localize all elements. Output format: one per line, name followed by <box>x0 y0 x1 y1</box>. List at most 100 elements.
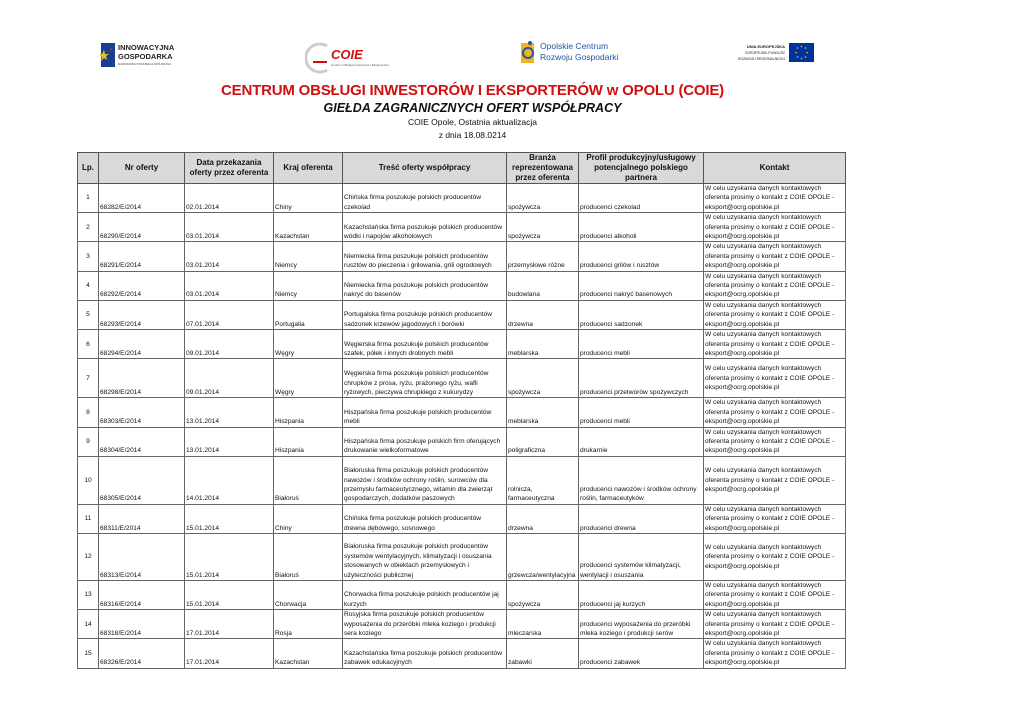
cell-branza: drzewna <box>506 299 579 331</box>
cell-kontakt: W celu uzyskania danych kontaktowych ofe… <box>703 270 846 301</box>
logo-text: INNOWACYJNA <box>118 43 175 52</box>
cell-branza: zabawki <box>506 638 579 669</box>
column-header-profil: Profil produkcyjny/usługowy potencjalneg… <box>578 152 704 184</box>
logo-text: UNIA EUROPEJSKA <box>746 44 786 49</box>
cell-nr: 68292/E/2014 <box>98 270 185 301</box>
column-header-kraj: Kraj oferenta <box>273 152 343 184</box>
star-flag-icon <box>99 43 115 67</box>
cell-nr: 68298/E/2014 <box>98 358 185 399</box>
cell-nr: 68313/E/2014 <box>98 532 185 581</box>
cell-nr: 68293/E/2014 <box>98 299 185 331</box>
cell-tresc: Węgierska firma poszukuje polskich produ… <box>342 329 507 360</box>
cell-kraj: Węgry <box>273 329 343 360</box>
cell-kontakt: W celu uzyskania danych kontaktowych ofe… <box>703 426 846 457</box>
cell-kontakt: W celu uzyskania danych kontaktowych ofe… <box>703 329 846 360</box>
cell-nr: 68318/E/2014 <box>98 609 185 640</box>
table-row: 2 68290/E/2014 03.01.2014 Kazachstan Kazachs… <box>77 212 846 243</box>
cell-lp: 5 <box>77 299 99 331</box>
cell-nr: 68282/E/2014 <box>98 182 185 214</box>
cell-branza: meblarska <box>506 397 579 428</box>
cell-branza: rolnicza, farmaceutyczna <box>506 455 579 505</box>
innowacyjna-gospodarka-logo: INNOWACYJNA GOSPODARKA NARODOWA STRATEGI… <box>95 43 174 67</box>
cell-lp: 10 <box>77 455 99 505</box>
cell-profil: producenci mebli <box>578 329 704 360</box>
cell-data: 03.01.2014 <box>184 212 274 243</box>
logo-text: Centrum Obsługi Inwestorów i Eksporterów <box>331 62 389 67</box>
ocrg-logo: Opolskie Centrum Rozwoju Gospodarki <box>520 40 618 64</box>
swirl-icon <box>521 41 534 63</box>
cell-data: 13.01.2014 <box>184 426 274 457</box>
cell-kontakt: W celu uzyskania danych kontaktowych ofe… <box>703 358 846 399</box>
cell-tresc: Chorwacka firma poszukuje polskich produ… <box>342 579 507 611</box>
cell-tresc: Hiszpańska firma poszukuje polskich firm… <box>342 426 507 457</box>
cell-profil: producenci alkoholi <box>578 212 704 243</box>
cell-kraj: Kazachstan <box>273 212 343 243</box>
eu-flag-icon <box>789 43 815 62</box>
cell-kontakt: W celu uzyskania danych kontaktowych ofe… <box>703 241 846 272</box>
table-header-row: Lp. Nr oferty Data przekazania oferty prze… <box>77 152 846 184</box>
cell-profil: producenci czekolad <box>578 182 704 214</box>
cell-nr: 68303/E/2014 <box>98 397 185 428</box>
column-header-tresc: Treść oferty współpracy <box>342 152 507 184</box>
cell-profil: producenci wyposażenia do przeróbki mlek… <box>578 609 704 640</box>
cell-branza: meblarska <box>506 329 579 360</box>
cell-tresc: Kazachstańska firma poszukuje polskich p… <box>342 638 507 669</box>
table-row: 1 68282/E/2014 02.01.2014 Chiny Chińska firm… <box>77 182 846 214</box>
cell-tresc: Niemiecka firma poszukuje polskich produ… <box>342 270 507 301</box>
cell-kontakt: W celu uzyskania danych kontaktowych ofe… <box>703 397 846 428</box>
cell-kraj: Hiszpania <box>273 426 343 457</box>
cell-lp: 8 <box>77 397 99 428</box>
cell-profil: producenci jaj kurzych <box>578 579 704 611</box>
cell-lp: 4 <box>77 270 99 301</box>
cell-lp: 7 <box>77 358 99 399</box>
cell-lp: 14 <box>77 609 99 640</box>
cell-profil: producenci mebli <box>578 397 704 428</box>
cell-branza: spożywcza <box>506 182 579 214</box>
cell-kontakt: W celu uzyskania danych kontaktowych ofe… <box>703 212 846 243</box>
cell-lp: 9 <box>77 426 99 457</box>
cell-tresc: Niemiecka firma poszukuje polskich produ… <box>342 241 507 272</box>
cell-profil: producenci systemów klimatyzacji, wentyl… <box>578 532 704 581</box>
cell-branza: przemysłowe różne <box>506 241 579 272</box>
cell-data: 15.01.2014 <box>184 503 274 534</box>
table-row: 5 68293/E/2014 07.01.2014 Portugalia Portuga… <box>77 299 846 331</box>
cell-tresc: Kazachstańska firma poszukuje polskich p… <box>342 212 507 243</box>
cell-data: 13.01.2014 <box>184 397 274 428</box>
cell-nr: 68316/E/2014 <box>98 579 185 611</box>
logo-text: ROZWOJU REGIONALNEGO <box>738 57 786 61</box>
cell-branza: spożywcza <box>506 579 579 611</box>
cell-profil: producenci zabawek <box>578 638 704 669</box>
cell-kraj: Chiny <box>273 503 343 534</box>
table-row: 11 68311/E/2014 15.01.2014 Chiny Chińska fir… <box>77 503 846 534</box>
cell-kraj: Chorwacja <box>273 579 343 611</box>
cell-tresc: Chińska firma poszukuje polskich produce… <box>342 182 507 214</box>
cell-nr: 68305/E/2014 <box>98 455 185 505</box>
cell-branza: poligraficzna <box>506 426 579 457</box>
table-row: 9 68304/E/2014 13.01.2014 Hiszpania Hiszpańs… <box>77 426 846 457</box>
cell-kontakt: W celu uzyskania danych kontaktowych ofe… <box>703 638 846 669</box>
update-info: COIE Opole, Ostatnia aktualizacja <box>408 117 537 127</box>
cell-branza: spożywcza <box>506 358 579 399</box>
logo-text: GOSPODARKA <box>118 52 173 61</box>
cell-data: 03.01.2014 <box>184 241 274 272</box>
table-row: 14 68318/E/2014 17.01.2014 Rosja Rosyjska fi… <box>77 609 846 640</box>
cell-data: 15.01.2014 <box>184 532 274 581</box>
cell-kontakt: W celu uzyskania danych kontaktowych ofe… <box>703 299 846 331</box>
table-row: 7 68298/E/2014 09.01.2014 Węgry Węgierska fi… <box>77 358 846 399</box>
logo-text: EUROPEJSKI FUNDUSZ <box>745 51 786 55</box>
cell-branza: mleczarska <box>506 609 579 640</box>
cell-data: 07.01.2014 <box>184 299 274 331</box>
cell-data: 03.01.2014 <box>184 270 274 301</box>
cell-lp: 15 <box>77 638 99 669</box>
column-header-data: Data przekazania oferty przez oferenta <box>184 152 274 184</box>
cell-kraj: Kazachstan <box>273 638 343 669</box>
cell-profil: producenci przetworów spożywczych <box>578 358 704 399</box>
logo-text: Opolskie Centrum <box>540 41 609 51</box>
update-date: z dnia 18.08.0214 <box>438 130 507 140</box>
cell-kraj: Białoruś <box>273 532 343 581</box>
cell-nr: 68291/E/2014 <box>98 241 185 272</box>
table-row: 12 68313/E/2014 15.01.2014 Białoruś Białorus… <box>77 532 846 581</box>
cell-lp: 12 <box>77 532 99 581</box>
cell-kraj: Hiszpania <box>273 397 343 428</box>
table-row: 13 68316/E/2014 15.01.2014 Chorwacja Chorwac… <box>77 579 846 611</box>
